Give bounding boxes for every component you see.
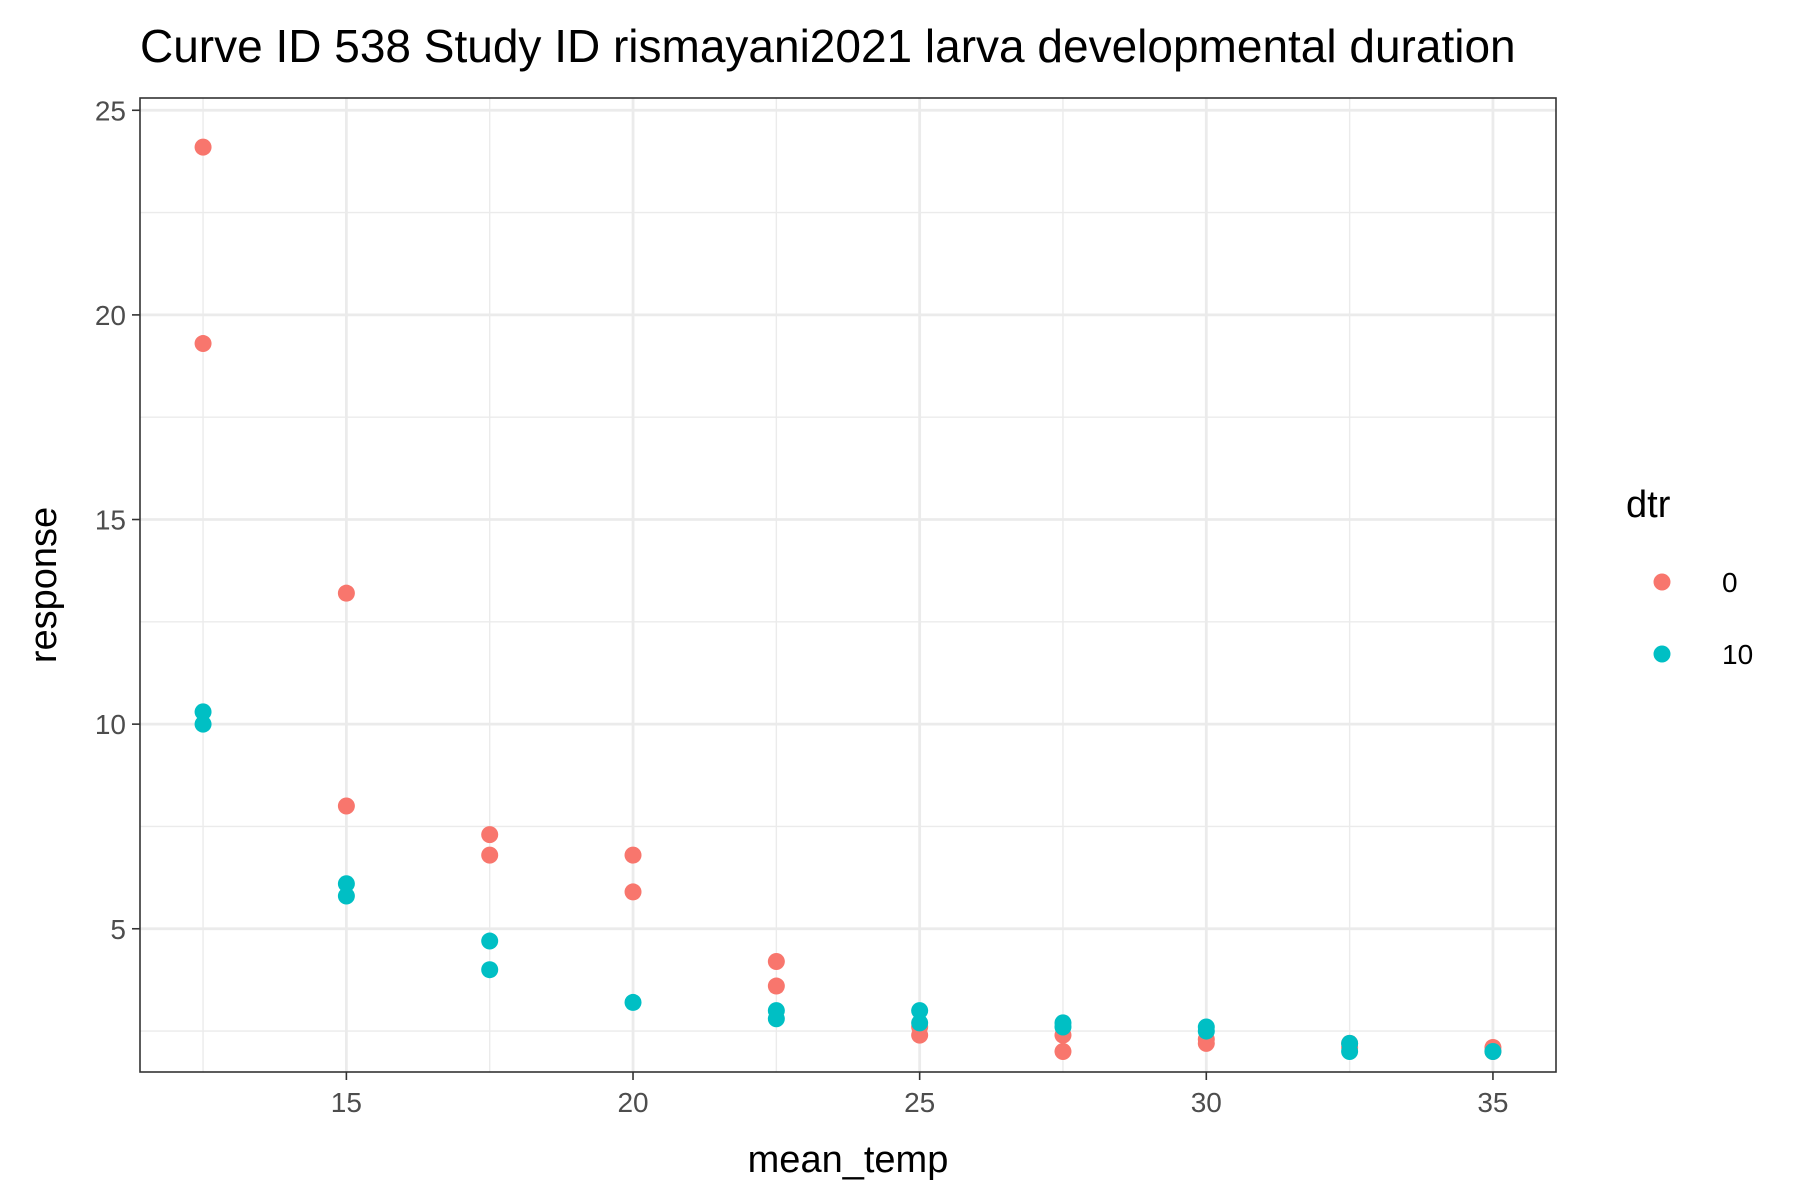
chart-title: Curve ID 538 Study ID rismayani2021 larv… — [140, 20, 1516, 72]
data-point — [194, 335, 212, 353]
y-tick-label: 10 — [95, 709, 126, 740]
y-axis-title: response — [23, 507, 65, 663]
data-point — [1341, 1043, 1359, 1061]
data-point — [194, 703, 212, 721]
data-point — [194, 715, 212, 733]
y-tick-label: 15 — [95, 505, 126, 536]
legend-label: 10 — [1722, 639, 1753, 670]
data-point — [767, 977, 785, 995]
data-point — [481, 932, 499, 950]
data-point — [337, 584, 355, 602]
minor-gridlines — [140, 98, 1556, 1072]
data-point — [481, 846, 499, 864]
legend-label: 0 — [1722, 567, 1738, 598]
y-tick-label: 25 — [95, 95, 126, 126]
data-point — [624, 993, 642, 1011]
data-point — [1054, 1043, 1072, 1061]
data-point — [911, 1026, 929, 1044]
plot-panel-background — [140, 98, 1556, 1072]
data-point — [1054, 1018, 1072, 1036]
x-tick-label: 20 — [617, 1087, 648, 1118]
x-tick-label: 30 — [1191, 1087, 1222, 1118]
data-point — [1197, 1034, 1215, 1052]
x-tick-label: 15 — [331, 1087, 362, 1118]
legend-key — [1653, 645, 1671, 663]
data-point — [337, 887, 355, 905]
x-tick-label: 25 — [904, 1087, 935, 1118]
legend-title: dtr — [1626, 484, 1671, 526]
data-point — [624, 846, 642, 864]
data-point — [1197, 1022, 1215, 1040]
y-tick-label: 20 — [95, 300, 126, 331]
plot-panel-border — [139, 97, 1557, 1073]
x-axis-title: mean_temp — [748, 1139, 949, 1181]
legend: dtr 0 10 — [1626, 484, 1753, 670]
data-point — [337, 797, 355, 815]
data-point — [337, 875, 355, 893]
data-point — [767, 953, 785, 971]
data-point — [911, 1002, 929, 1020]
x-axis: 15 20 25 30 35 — [331, 1072, 1509, 1118]
data-points — [194, 138, 1502, 1061]
data-point — [481, 961, 499, 979]
data-point — [194, 138, 212, 156]
data-point — [481, 826, 499, 844]
y-tick-label: 5 — [110, 914, 126, 945]
x-tick-label: 35 — [1477, 1087, 1508, 1118]
legend-key — [1653, 573, 1671, 591]
y-axis: 5 10 15 20 25 — [95, 95, 140, 945]
data-point — [1484, 1043, 1502, 1061]
data-point — [624, 883, 642, 901]
data-point — [767, 1010, 785, 1028]
data-point — [911, 1014, 929, 1032]
